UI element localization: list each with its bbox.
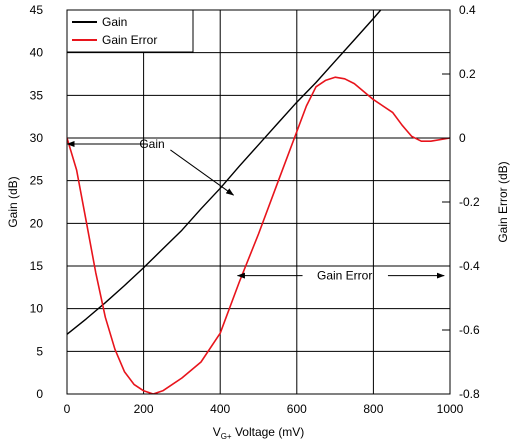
x-tick-label: 600 [287, 402, 307, 416]
annotations: Gain Gain Error [66, 137, 445, 283]
y-tick-label: 30 [30, 131, 44, 145]
gain-annotation-arrow [170, 149, 235, 196]
gain-error-annotation-label: Gain Error [317, 269, 372, 283]
gain-annotation-label: Gain [139, 137, 164, 151]
legend-box [66, 9, 194, 53]
y2-tick-label: 0.2 [459, 67, 476, 81]
x-tick-label: 200 [134, 402, 154, 416]
y-tick-label: 10 [30, 302, 44, 316]
y-tick-label: 25 [30, 174, 44, 188]
y-tick-label: 35 [30, 88, 44, 102]
y2-tick-label: 0 [459, 131, 466, 145]
x-tick-label: 0 [64, 402, 71, 416]
x-axis-label-subscript: G+ [221, 432, 232, 441]
gain-error-series-line [67, 76, 450, 394]
x-axis-label-suffix: Voltage (mV) [232, 425, 305, 439]
y-tick-label: 0 [36, 387, 43, 401]
x-tick-label: 1000 [437, 402, 464, 416]
series-layer [67, 10, 450, 394]
x-tick-label: 800 [363, 402, 383, 416]
x-axis-label: VG+ Voltage (mV) [213, 425, 305, 441]
legend: Gain Gain Error [66, 9, 194, 53]
x-tick-label: 400 [210, 402, 230, 416]
y2-tick-label: -0.6 [459, 323, 480, 337]
y2-tick-label: -0.8 [459, 387, 480, 401]
y2-tick-label: 0.4 [459, 3, 476, 17]
y-tick-label: 5 [36, 344, 43, 358]
gain-series-line [67, 10, 382, 335]
y2-tick-label: -0.2 [459, 195, 480, 209]
y2-axis-label: Gain Error (dB) [496, 161, 510, 242]
y-tick-label: 45 [30, 3, 44, 17]
gain-error-legend-label: Gain Error [102, 33, 157, 47]
y-tick-label: 40 [30, 46, 44, 60]
axes: 0 200 400 600 800 1000 0 5 10 15 20 25 30 35 40 45 -0.8 -… [30, 3, 480, 416]
plot-frame [66, 9, 451, 395]
y-tick-label: 15 [30, 259, 44, 273]
y2-tick-label: -0.4 [459, 259, 480, 273]
y-tick-label: 20 [30, 216, 44, 230]
gain-legend-label: Gain [102, 15, 127, 29]
y-axis-label: Gain (dB) [6, 176, 20, 227]
x-axis-label-main: V [213, 425, 221, 439]
grid [67, 10, 450, 394]
